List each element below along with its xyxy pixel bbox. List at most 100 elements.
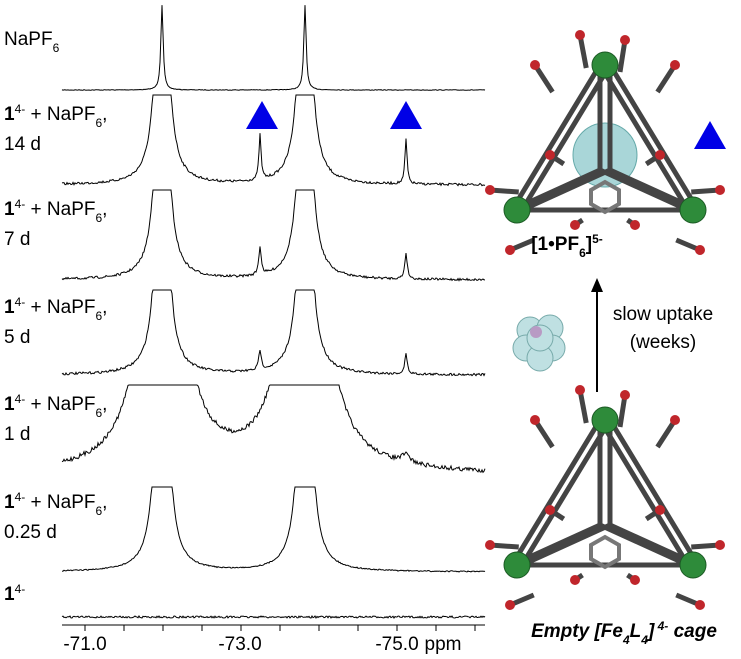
bond <box>597 63 691 212</box>
label-run: 4 <box>640 633 648 647</box>
oxygen <box>505 245 515 255</box>
label: 14- + NaPF6, <box>4 295 107 323</box>
label-run: 4- <box>15 582 26 596</box>
label-run: + NaPF <box>25 104 95 125</box>
iron <box>591 51 619 79</box>
iron <box>503 551 531 579</box>
iron <box>679 196 707 224</box>
label-run: 4- <box>15 197 26 211</box>
spectrum-trace <box>61 94 486 187</box>
label-run: cage <box>668 621 717 642</box>
label-run: 6 <box>95 211 102 225</box>
axis-unit: ppm <box>425 634 462 655</box>
label: 14- + NaPF6, <box>4 392 107 420</box>
oxygen <box>485 540 495 550</box>
oxygen <box>670 415 680 425</box>
label-run: [1•PF <box>531 234 579 255</box>
pf6-p <box>530 326 542 338</box>
bond <box>597 418 691 567</box>
oxygen <box>505 600 515 610</box>
label-run: 1 <box>4 394 15 415</box>
label-run: + NaPF <box>25 199 95 220</box>
label-run: 6 <box>95 116 102 130</box>
marker-triangle <box>694 121 726 149</box>
label-run: + NaPF <box>25 297 95 318</box>
spectrum-trace <box>61 189 485 282</box>
marker-triangle <box>246 101 278 129</box>
marker-triangle <box>390 101 422 129</box>
label-run: 5- <box>592 232 603 246</box>
label-run: 4- <box>654 619 668 633</box>
label-run: 1 <box>4 584 15 605</box>
arm <box>532 418 555 449</box>
axis-tick-label: -71.0 <box>63 634 106 655</box>
spectrum-trace <box>61 5 486 91</box>
label-run: , <box>102 394 107 415</box>
structures: [1•PF6]5-slow uptake(weeks)Empty [Fe4L4]… <box>485 30 725 647</box>
label: 14- + NaPF6, <box>4 197 107 225</box>
iron <box>679 551 707 579</box>
ring <box>589 534 621 570</box>
label-run: 4- <box>15 490 26 504</box>
oxygen <box>570 575 580 585</box>
label-run: , <box>102 199 107 220</box>
oxygen <box>530 60 540 70</box>
oxygen <box>545 505 555 515</box>
oxygen <box>485 185 495 195</box>
spectrum-trace <box>61 614 486 620</box>
arm <box>577 34 589 69</box>
label-run: 1 <box>4 492 15 513</box>
spectrum-trace <box>61 384 486 474</box>
label-run: 1 <box>4 297 15 318</box>
label-run: 1 <box>4 104 15 125</box>
bond <box>607 418 701 567</box>
oxygen <box>620 390 630 400</box>
time-label: 5 d <box>4 327 30 348</box>
bond <box>598 522 690 568</box>
bond <box>509 418 603 567</box>
label-run: NaPF <box>4 29 53 50</box>
label-run: 6 <box>579 246 586 260</box>
label: 14- + NaPF6, <box>4 102 107 130</box>
label-run: 4 <box>622 633 630 647</box>
guest <box>572 122 638 188</box>
label-run: 1 <box>4 199 15 220</box>
arm <box>655 63 678 94</box>
time-label: 14 d <box>4 134 41 155</box>
label: Empty [Fe4L4] 4- cage <box>531 619 717 647</box>
oxygen <box>630 575 640 585</box>
label-run: 6 <box>95 309 102 323</box>
oxygen <box>695 245 705 255</box>
time-label: 0.25 d <box>4 522 57 543</box>
cage <box>485 30 725 255</box>
arrow-label: (weeks) <box>630 332 697 353</box>
bond <box>509 63 603 212</box>
oxygen <box>655 505 665 515</box>
oxygen <box>575 30 585 40</box>
oxygen <box>530 415 540 425</box>
arm <box>532 63 555 94</box>
arm <box>617 39 628 73</box>
label: NaPF6 <box>4 29 60 55</box>
label-run: 6 <box>95 406 102 420</box>
label-run: + NaPF <box>25 394 95 415</box>
arm <box>577 389 589 424</box>
time-label: 1 d <box>4 424 30 445</box>
label-run: , <box>102 297 107 318</box>
spectrum-trace <box>61 486 486 573</box>
oxygen <box>620 35 630 45</box>
label-run: 4- <box>15 295 26 309</box>
oxygen <box>570 220 580 230</box>
label: 14- + NaPF6, <box>4 490 107 518</box>
axis-tick-label: -75.0 <box>375 634 418 655</box>
label-run: ] <box>646 621 655 642</box>
bond <box>520 522 612 568</box>
oxygen <box>715 540 725 550</box>
oxygen <box>630 220 640 230</box>
label-run: 6 <box>95 504 102 518</box>
bond <box>598 167 690 213</box>
arrow-head <box>591 278 603 292</box>
label-run: , <box>102 492 107 513</box>
